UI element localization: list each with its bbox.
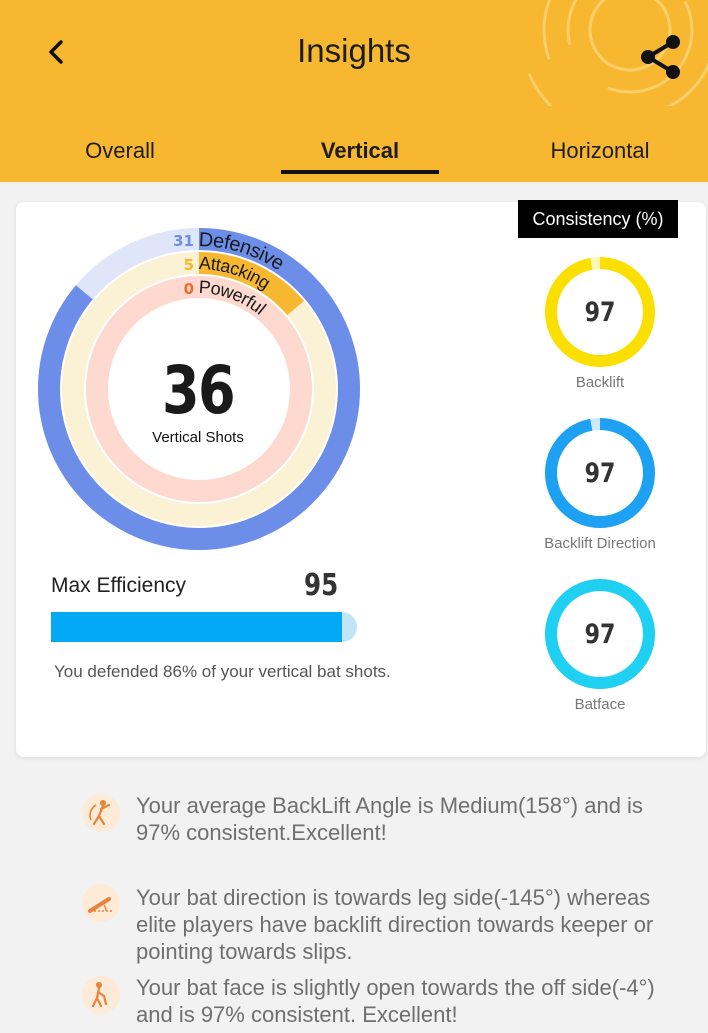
backlift-angle-icon — [82, 794, 120, 832]
insights-card: 31 Defensive 5 Attacking 0 Powerful 36 V… — [16, 200, 706, 757]
bat-direction-icon — [82, 884, 120, 922]
efficiency-value: 95 — [304, 568, 339, 603]
efficiency-bar-fill — [51, 612, 342, 642]
backlift-label: Backlift — [575, 374, 625, 391]
total-shots-value: 36 — [161, 352, 236, 429]
consistency-title: Consistency (%) — [518, 200, 678, 238]
batface-ring — [545, 579, 655, 689]
efficiency-label: Max Efficiency — [51, 574, 186, 597]
insight-text: Your bat direction is towards leg side(-… — [136, 885, 654, 964]
share-button[interactable] — [636, 32, 686, 82]
bat-face-icon — [82, 976, 120, 1014]
active-tab-indicator — [281, 170, 439, 174]
insight-text: Your bat face is slightly open towards t… — [136, 975, 655, 1027]
total-shots-label: Vertical Shots — [152, 429, 244, 446]
efficiency-note: You defended 86% of your vertical bat sh… — [54, 662, 391, 681]
powerful-count: 0 — [184, 280, 194, 298]
share-icon — [641, 35, 680, 79]
backlift-direction-value: 97 — [584, 458, 616, 489]
attacking-count: 5 — [184, 256, 194, 274]
batface-value: 97 — [584, 619, 616, 650]
decorative-rings — [518, 0, 708, 106]
defensive-arc — [38, 228, 360, 550]
backlift-direction-label: Backlift Direction — [544, 535, 656, 552]
attacking-arc — [62, 252, 336, 526]
defensive-count: 31 — [173, 232, 194, 250]
insight-text: Your average BackLift Angle is Medium(15… — [136, 793, 643, 845]
efficiency-bar — [51, 612, 357, 642]
tab-horizontal[interactable]: Horizontal — [550, 138, 650, 163]
tab-overall[interactable]: Overall — [85, 138, 155, 163]
page-title: Insights — [297, 32, 411, 69]
tab-bar: Overall Vertical Horizontal — [0, 106, 708, 182]
backlift-ring — [545, 257, 655, 367]
chevron-left-icon — [49, 40, 63, 64]
tab-vertical[interactable]: Vertical — [320, 138, 400, 163]
shot-type-donut-chart: 31 Defensive 5 Attacking 0 Powerful — [38, 228, 360, 550]
backlift-value: 97 — [584, 297, 616, 328]
backlift-direction-ring — [545, 418, 655, 528]
app-bar: Insights — [0, 0, 708, 106]
batface-label: Batface — [574, 696, 626, 713]
back-button[interactable] — [38, 34, 74, 70]
